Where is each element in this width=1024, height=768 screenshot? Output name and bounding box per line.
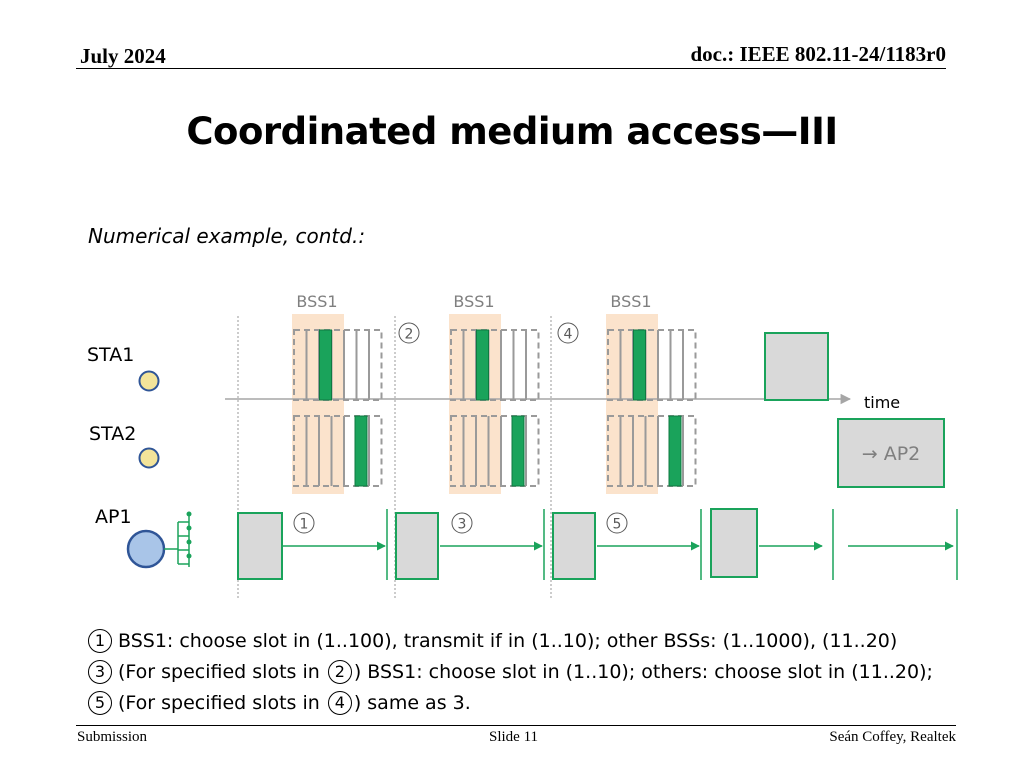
bss-label: BSS1 bbox=[610, 292, 651, 311]
step-marker-label: 3 bbox=[458, 517, 467, 533]
step-marker-label: 2 bbox=[405, 327, 414, 343]
transmit-slot bbox=[476, 329, 489, 401]
footer-submission: Submission bbox=[77, 729, 148, 745]
slot-group bbox=[607, 415, 697, 487]
header-doc-id: doc.: IEEE 802.11-24/1183r0 bbox=[690, 42, 946, 66]
slot-group bbox=[293, 415, 383, 487]
note-text-pre: (For specified slots in bbox=[118, 661, 326, 683]
note-marker: 1 bbox=[88, 629, 112, 653]
ap1-antenna-icon bbox=[126, 511, 192, 569]
note-5: 5 (For specified slots in 4) same as 3. bbox=[88, 688, 933, 719]
ap2-frame-label: → AP2 bbox=[862, 443, 921, 465]
slide-subtitle: Numerical example, contd.: bbox=[88, 224, 366, 248]
ap1-timeline bbox=[237, 508, 958, 580]
footer-divider bbox=[76, 725, 956, 726]
step-marker-2: 2 bbox=[398, 322, 420, 344]
note-text-post: ) same as 3. bbox=[353, 692, 471, 714]
note-inline-marker: 2 bbox=[327, 660, 352, 684]
slot-groups bbox=[293, 329, 697, 487]
sta1-label: STA1 bbox=[87, 344, 134, 366]
step-marker-1: 1 bbox=[293, 512, 315, 534]
slot-group bbox=[607, 329, 697, 401]
step-marker-5: 5 bbox=[606, 512, 628, 534]
note-marker: 5 bbox=[88, 691, 112, 715]
ap1-trigger-frame bbox=[395, 512, 439, 580]
sta2-icon bbox=[138, 447, 160, 469]
note-inline-marker: 4 bbox=[327, 691, 352, 715]
note-1: 1 BSS1: choose slot in (1..100), transmit… bbox=[88, 626, 933, 657]
notes-list: 1 BSS1: choose slot in (1..100), transmit… bbox=[88, 626, 933, 719]
ap1-trigger-frame bbox=[237, 512, 283, 580]
note-text-post: ) BSS1: choose slot in (1..10); others: … bbox=[353, 661, 933, 683]
access-timing-diagram: BSS1 BSS1 BSS1 time 2 4 → AP2 STA1 STA2 … bbox=[87, 292, 958, 598]
ap2-frame: → AP2 bbox=[837, 418, 945, 488]
ap1-trigger-frame bbox=[710, 508, 758, 578]
step-marker-3: 3 bbox=[451, 512, 473, 534]
sta2-label: STA2 bbox=[89, 423, 136, 445]
ap1-trigger-frame bbox=[552, 512, 596, 580]
time-axis-label: time bbox=[864, 393, 900, 412]
slide-title: Coordinated medium access—III bbox=[186, 110, 838, 153]
transmit-slot bbox=[354, 415, 368, 487]
ap1-label: AP1 bbox=[95, 506, 132, 528]
transmit-slot bbox=[668, 415, 682, 487]
header-date: July 2024 bbox=[80, 44, 166, 68]
transmit-slot bbox=[319, 329, 332, 401]
note-3: 3 (For specified slots in 2) BSS1: choose… bbox=[88, 657, 933, 688]
step-marker-4: 4 bbox=[557, 322, 579, 344]
footer-slide-number: Slide 11 bbox=[489, 729, 539, 745]
bss-label: BSS1 bbox=[453, 292, 494, 311]
note-text-pre: (For specified slots in bbox=[118, 692, 326, 714]
slot-group bbox=[450, 415, 540, 487]
sta1-data-frame bbox=[764, 332, 829, 401]
sta1-icon bbox=[138, 370, 160, 392]
slot-group bbox=[450, 329, 540, 401]
step-marker-label: 5 bbox=[613, 517, 622, 533]
note-text: BSS1: choose slot in (1..100), transmit … bbox=[118, 630, 898, 652]
bss-label: BSS1 bbox=[296, 292, 337, 311]
transmit-slot bbox=[633, 329, 646, 401]
step-marker-label: 4 bbox=[564, 327, 573, 343]
header-divider bbox=[76, 68, 946, 69]
step-marker-label: 1 bbox=[300, 517, 309, 533]
slot-group bbox=[293, 329, 383, 401]
transmit-slot bbox=[511, 415, 525, 487]
footer-author: Seán Coffey, Realtek bbox=[829, 729, 956, 745]
note-marker: 3 bbox=[88, 660, 112, 684]
